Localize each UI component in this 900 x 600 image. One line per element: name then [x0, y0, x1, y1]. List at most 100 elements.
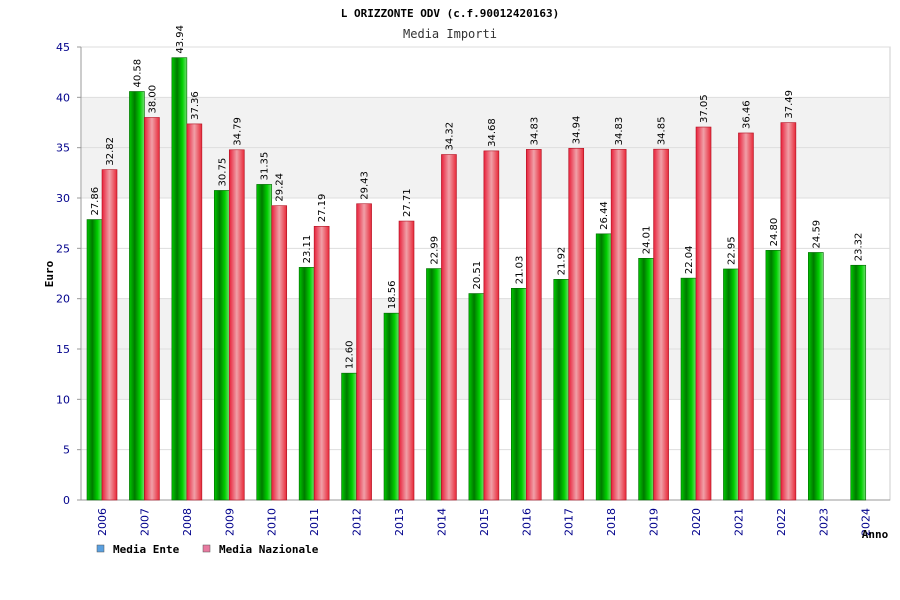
data-label: 24.01 — [642, 226, 653, 255]
x-tick-label: 2015 — [478, 508, 491, 536]
data-label: 37.05 — [699, 94, 710, 123]
bar-media-ente — [256, 184, 273, 501]
bar-media-nazionale — [525, 149, 542, 501]
bar-media-ente — [595, 233, 612, 501]
bar-media-nazionale — [653, 148, 669, 501]
bar-media-ente — [723, 268, 739, 501]
bar-media-nazionale — [144, 117, 160, 501]
data-label: 27.19 — [317, 194, 328, 223]
x-tick-label: 2006 — [96, 508, 109, 536]
legend-swatch-media-nazionale — [202, 544, 211, 553]
bar-media-ente — [341, 372, 357, 501]
y-tick-label: 25 — [56, 242, 70, 255]
bar-media-ente — [426, 268, 442, 501]
bar-media-nazionale — [610, 149, 627, 501]
x-axis-label: Anno — [862, 528, 889, 541]
x-tick-label: 2011 — [308, 508, 321, 536]
bar-media-nazionale — [695, 126, 712, 501]
x-tick-label: 2007 — [138, 508, 151, 536]
y-tick-label: 40 — [56, 91, 70, 104]
x-tick-label: 2018 — [605, 508, 618, 536]
x-tick-label: 2012 — [351, 508, 364, 536]
data-label: 34.83 — [529, 117, 540, 146]
x-tick-label: 2023 — [817, 508, 830, 536]
data-label: 43.94 — [175, 25, 186, 54]
legend-label-media-ente: Media Ente — [113, 543, 180, 556]
x-tick-label: 2019 — [648, 508, 661, 536]
bars — [86, 57, 867, 501]
data-label: 30.75 — [217, 158, 228, 187]
y-tick-label: 15 — [56, 343, 70, 356]
data-label: 34.94 — [572, 116, 583, 145]
bar-media-ente — [298, 267, 315, 501]
data-label: 20.51 — [472, 261, 483, 290]
data-label: 38.00 — [147, 85, 158, 114]
bar-media-ente — [129, 91, 145, 501]
bar-media-ente — [510, 287, 527, 501]
y-axis-label: Euro — [43, 260, 56, 287]
bar-media-nazionale — [228, 149, 245, 501]
y-tick-label: 20 — [56, 293, 70, 306]
data-label: 18.56 — [387, 281, 398, 310]
y-tick-label: 30 — [56, 192, 70, 205]
bar-media-ente — [468, 293, 485, 501]
data-label: 24.80 — [769, 218, 780, 247]
data-label: 22.99 — [429, 236, 440, 265]
bar-media-ente — [808, 252, 824, 501]
data-label: 21.92 — [557, 247, 568, 276]
bar-media-nazionale — [398, 220, 415, 501]
bar-media-nazionale — [568, 147, 585, 501]
data-label: 27.71 — [402, 188, 413, 217]
x-tick-label: 2016 — [520, 508, 533, 536]
bar-media-ente — [638, 257, 654, 501]
bar-media-ente — [553, 279, 570, 501]
data-label: 24.59 — [811, 220, 822, 249]
bar-media-nazionale — [313, 225, 330, 501]
bar-media-nazionale — [441, 154, 457, 501]
data-label: 40.58 — [132, 59, 143, 88]
data-label: 37.49 — [784, 90, 795, 119]
data-label: 34.68 — [487, 118, 498, 147]
x-tick-label: 2014 — [435, 508, 448, 536]
data-label: 22.95 — [726, 236, 737, 265]
y-tick-label: 5 — [63, 444, 70, 457]
data-label: 27.86 — [90, 187, 101, 216]
legend-label-media-nazionale: Media Nazionale — [219, 543, 319, 556]
bar-media-nazionale — [101, 169, 118, 501]
bar-media-ente — [680, 277, 697, 501]
bar-media-ente — [850, 264, 867, 501]
chart-subtitle: Media Importi — [403, 27, 497, 41]
legend: Media Ente Media Nazionale — [96, 543, 319, 556]
bar-media-nazionale — [271, 205, 288, 501]
data-label: 34.85 — [657, 117, 668, 146]
chart-title: L ORIZZONTE ODV (c.f.90012420163) — [341, 7, 560, 20]
data-label: 12.60 — [345, 341, 356, 370]
data-label: 29.24 — [275, 173, 286, 202]
y-tick-labels: 0 5 10 15 20 25 30 35 40 45 — [56, 41, 70, 507]
bar-media-nazionale — [738, 132, 754, 501]
data-label: 21.03 — [514, 256, 525, 285]
bar-media-nazionale — [186, 123, 203, 501]
bar-media-ente — [213, 190, 230, 501]
bar-media-nazionale — [780, 122, 797, 501]
data-label: 22.04 — [684, 245, 695, 274]
data-label: 23.32 — [854, 233, 865, 262]
bar-media-nazionale — [356, 203, 372, 501]
x-tick-label: 2021 — [732, 508, 745, 536]
data-label: 34.79 — [232, 117, 243, 146]
data-label: 34.32 — [444, 122, 455, 151]
bar-media-ente — [171, 57, 188, 501]
bar-media-ente — [86, 219, 103, 501]
bar-media-ente — [383, 312, 400, 501]
data-label: 32.82 — [105, 137, 116, 166]
data-label: 26.44 — [599, 201, 610, 230]
y-tick-label: 45 — [56, 41, 70, 54]
data-label: 31.35 — [260, 152, 271, 181]
x-tick-label: 2009 — [223, 508, 236, 536]
data-label: 36.46 — [741, 100, 752, 129]
x-tick-label: 2013 — [393, 508, 406, 536]
data-label: 29.43 — [360, 171, 371, 200]
x-tick-label: 2022 — [775, 508, 788, 536]
bar-media-ente — [765, 250, 782, 501]
